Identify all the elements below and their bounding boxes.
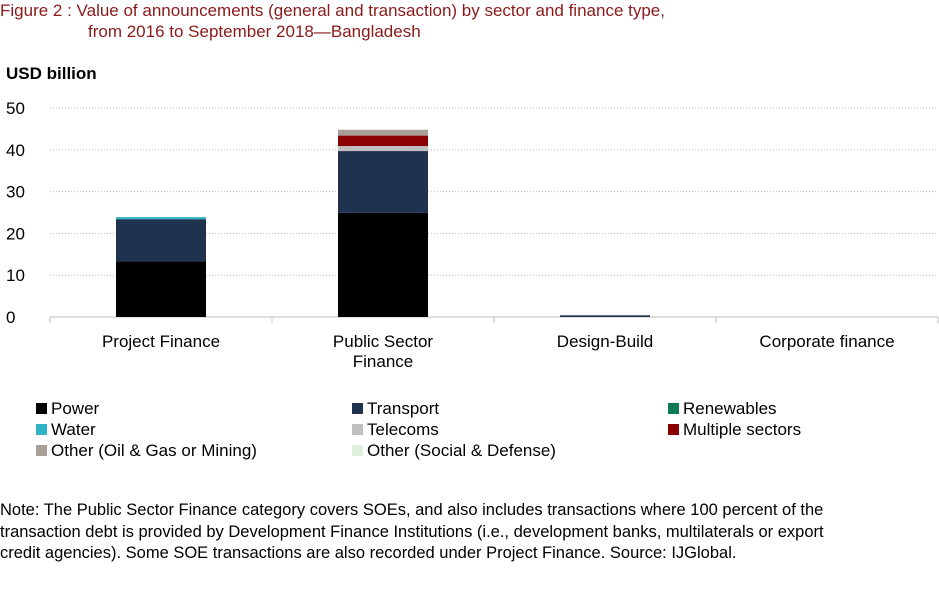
legend-swatch — [352, 424, 363, 435]
x-tick-label: Finance — [353, 352, 413, 371]
x-tick-label: Project Finance — [102, 332, 220, 351]
legend-swatch — [36, 424, 47, 435]
legend-item: Multiple sectors — [668, 419, 801, 440]
figure-title: Figure 2 : Value of announcements (gener… — [0, 0, 665, 42]
legend-label: Telecoms — [367, 420, 439, 439]
x-tick-label: Corporate finance — [759, 332, 894, 351]
figure-note: Note: The Public Sector Finance category… — [0, 501, 824, 562]
x-tick-label: Public Sector — [333, 332, 433, 351]
x-tick-label: Design-Build — [557, 332, 653, 351]
y-tick-label: 10 — [6, 266, 25, 285]
bar-segment — [116, 217, 206, 220]
y-tick-label: 0 — [6, 308, 15, 327]
legend-swatch — [668, 403, 679, 414]
legend-label: Multiple sectors — [683, 420, 802, 439]
y-axis-label: USD billion — [6, 64, 97, 83]
legend-swatch — [668, 424, 679, 435]
y-tick-label: 20 — [6, 224, 25, 243]
legend-label: Other (Social & Defense) — [367, 441, 556, 460]
legend-swatch — [352, 403, 363, 414]
figure-title-line-2: from 2016 to September 2018—Bangladesh — [88, 22, 421, 41]
legend-item: Water — [36, 419, 96, 440]
legend-label: Renewables — [683, 399, 777, 418]
bar-segment — [338, 151, 428, 213]
legend-swatch — [352, 445, 363, 456]
y-tick-label: 50 — [6, 99, 25, 118]
bar-segment — [116, 261, 206, 317]
legend-item: Renewables — [668, 398, 777, 419]
legend-label: Water — [51, 420, 96, 439]
bar-segment — [338, 212, 428, 317]
bar-segment — [338, 146, 428, 152]
legend-swatch — [36, 403, 47, 414]
legend-item: Telecoms — [352, 419, 439, 440]
bar-segment — [338, 135, 428, 147]
legend-item: Transport — [352, 398, 439, 419]
bar-segment — [560, 315, 650, 317]
bar-segment — [338, 129, 428, 136]
legend-swatch — [36, 445, 47, 456]
legend-item: Other (Oil & Gas or Mining) — [36, 440, 257, 461]
legend-label: Power — [51, 399, 100, 418]
stacked-bar-chart: 0 10 20 30 40 50 Project Finance Public SectorF… — [6, 99, 939, 371]
y-tick-label: 30 — [6, 183, 25, 202]
bar-segment — [116, 219, 206, 262]
legend-item: Power — [36, 398, 99, 419]
y-tick-label: 40 — [6, 141, 25, 160]
legend-item: Other (Social & Defense) — [352, 440, 556, 461]
legend-label: Transport — [367, 399, 440, 418]
legend-label: Other (Oil & Gas or Mining) — [51, 441, 257, 460]
figure-title-line-1: Figure 2 : Value of announcements (gener… — [0, 1, 665, 20]
